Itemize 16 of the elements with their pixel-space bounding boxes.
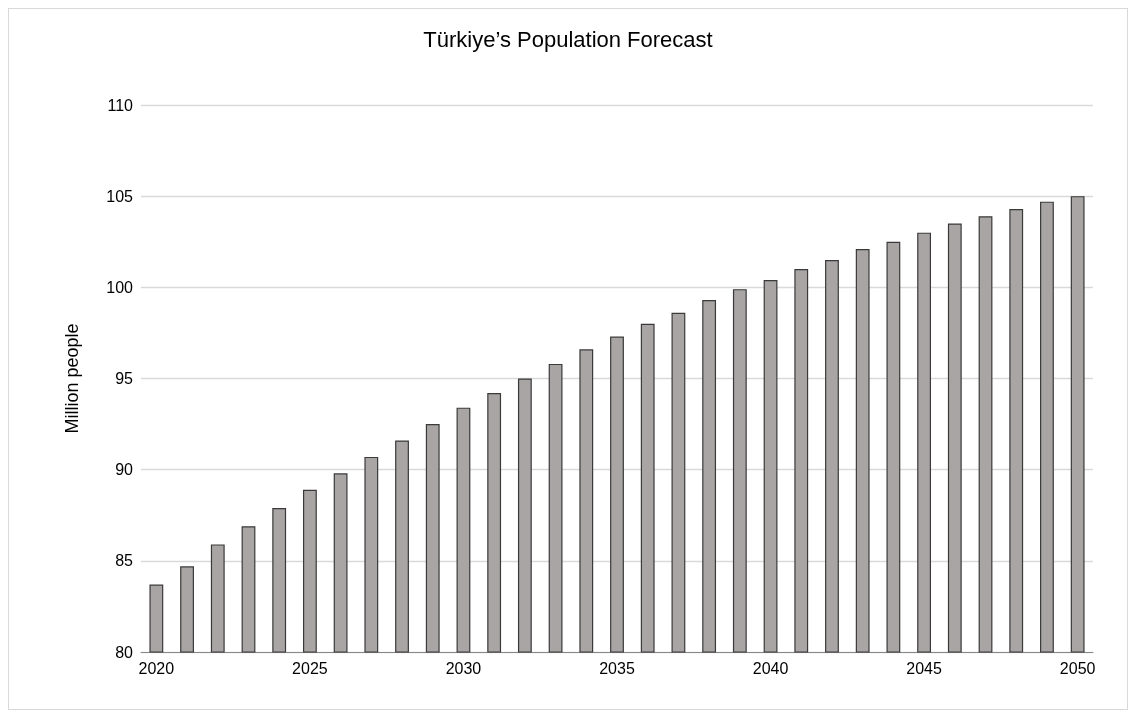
chart-title: Türkiye’s Population Forecast bbox=[423, 26, 713, 52]
y-tick-label: 110 bbox=[107, 96, 134, 114]
x-tick-label: 2035 bbox=[599, 659, 635, 677]
y-tick-label: 100 bbox=[106, 278, 134, 296]
x-tick-label: 2045 bbox=[906, 659, 942, 677]
y-tick-label: 80 bbox=[115, 643, 134, 661]
y-tick-label: 90 bbox=[115, 461, 134, 479]
x-tick-label: 2030 bbox=[445, 659, 482, 677]
y-tick-label: 85 bbox=[115, 552, 134, 570]
x-tick-label: 2040 bbox=[752, 659, 789, 677]
y-axis-title: Million people bbox=[62, 323, 82, 434]
x-tick-label: 2020 bbox=[138, 659, 175, 677]
y-tick-label: 105 bbox=[106, 187, 134, 205]
y-tick-label: 95 bbox=[115, 370, 134, 387]
x-tick-label: 2025 bbox=[292, 659, 328, 677]
x-tick-label: 2050 bbox=[1059, 659, 1096, 677]
